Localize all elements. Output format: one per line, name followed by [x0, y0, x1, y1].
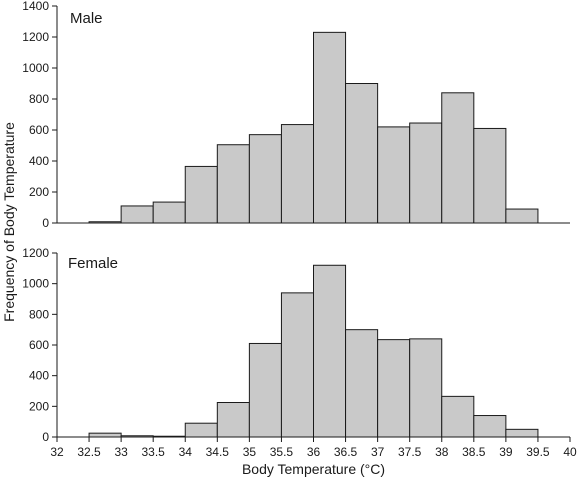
- x-tick-label: 32.5: [77, 445, 101, 459]
- female-y-tick-label: 800: [29, 307, 49, 321]
- female-y-tick-label: 400: [29, 369, 49, 383]
- x-tick-label: 36: [307, 445, 321, 459]
- y-axis-title: Frequency of Body Temperature: [1, 122, 17, 322]
- female-bar: [184, 422, 218, 438]
- female-bars: [88, 264, 539, 438]
- female-y-tick-labels: 0 200 400 600 800 1000 1200: [22, 246, 57, 444]
- male-panel-label: Male: [70, 10, 103, 27]
- male-y-tick-label: 800: [29, 92, 49, 106]
- x-tick-label: 40: [563, 445, 577, 459]
- female-bar: [280, 292, 314, 438]
- male-bars: [88, 31, 539, 224]
- male-bar: [377, 126, 411, 224]
- x-tick-label: 33.5: [142, 445, 166, 459]
- x-tick-label: 39: [499, 445, 513, 459]
- female-y-tick-label: 600: [29, 338, 49, 352]
- male-bar: [152, 201, 186, 224]
- x-tick-labels: 32 32.5 33 33.5 34 34.5 35 35.5 36 36.5 37 37.5 38 38…: [50, 445, 577, 459]
- female-bar: [505, 428, 539, 438]
- male-bar: [345, 83, 379, 224]
- male-y-tick-label: 200: [29, 185, 49, 199]
- female-bar: [345, 329, 379, 438]
- female-bar: [216, 402, 250, 438]
- male-bar: [313, 31, 347, 224]
- x-tick-label: 34: [179, 445, 193, 459]
- x-tick-label: 33: [114, 445, 128, 459]
- x-tick-label: 38.5: [462, 445, 486, 459]
- x-tick-label: 32: [50, 445, 64, 459]
- male-y-tick-label: 600: [29, 123, 49, 137]
- x-tick-label: 37.5: [398, 445, 422, 459]
- male-y-tick-labels: 0 200 400 600 800 1000 1200 1400: [22, 0, 57, 230]
- female-bar: [441, 395, 475, 438]
- male-y-tick-label: 400: [29, 154, 49, 168]
- female-bar: [248, 342, 282, 438]
- female-bar: [313, 264, 347, 438]
- male-bar: [248, 134, 282, 224]
- x-tick-label: 39.5: [526, 445, 550, 459]
- male-bar: [409, 122, 443, 224]
- female-panel-label: Female: [68, 255, 118, 272]
- female-x-tick-marks: [56, 437, 571, 442]
- male-bar: [280, 124, 314, 224]
- male-y-tick-label: 1400: [22, 0, 49, 13]
- x-tick-label: 36.5: [334, 445, 358, 459]
- female-bar: [377, 339, 411, 438]
- x-tick-label: 34.5: [206, 445, 230, 459]
- male-y-tick-label: 1000: [22, 61, 49, 75]
- male-histogram-panel: 0 200 400 600 800 1000 1200 1400 Male: [22, 0, 570, 230]
- female-bar: [88, 432, 122, 438]
- female-y-tick-label: 200: [29, 399, 49, 413]
- male-bar: [216, 144, 250, 224]
- male-y-tick-label: 1200: [22, 30, 49, 44]
- male-bar: [184, 165, 218, 224]
- x-tick-label: 38: [435, 445, 449, 459]
- male-y-tick-label: 0: [42, 216, 49, 230]
- female-histogram-panel: 0 200 400 600 800 1000 1200 Female: [22, 246, 571, 444]
- female-y-tick-label: 0: [42, 430, 49, 444]
- female-bar: [409, 338, 443, 438]
- female-y-tick-label: 1200: [22, 246, 49, 260]
- male-bar: [120, 205, 154, 224]
- x-tick-label: 35: [243, 445, 257, 459]
- female-bar: [473, 415, 507, 438]
- x-axis-title: Body Temperature (°C): [242, 461, 385, 477]
- male-bar: [505, 208, 539, 224]
- x-tick-label: 35.5: [270, 445, 294, 459]
- male-bar: [441, 92, 475, 224]
- female-y-tick-label: 1000: [22, 277, 49, 291]
- male-bar: [473, 127, 507, 224]
- x-tick-label: 37: [371, 445, 385, 459]
